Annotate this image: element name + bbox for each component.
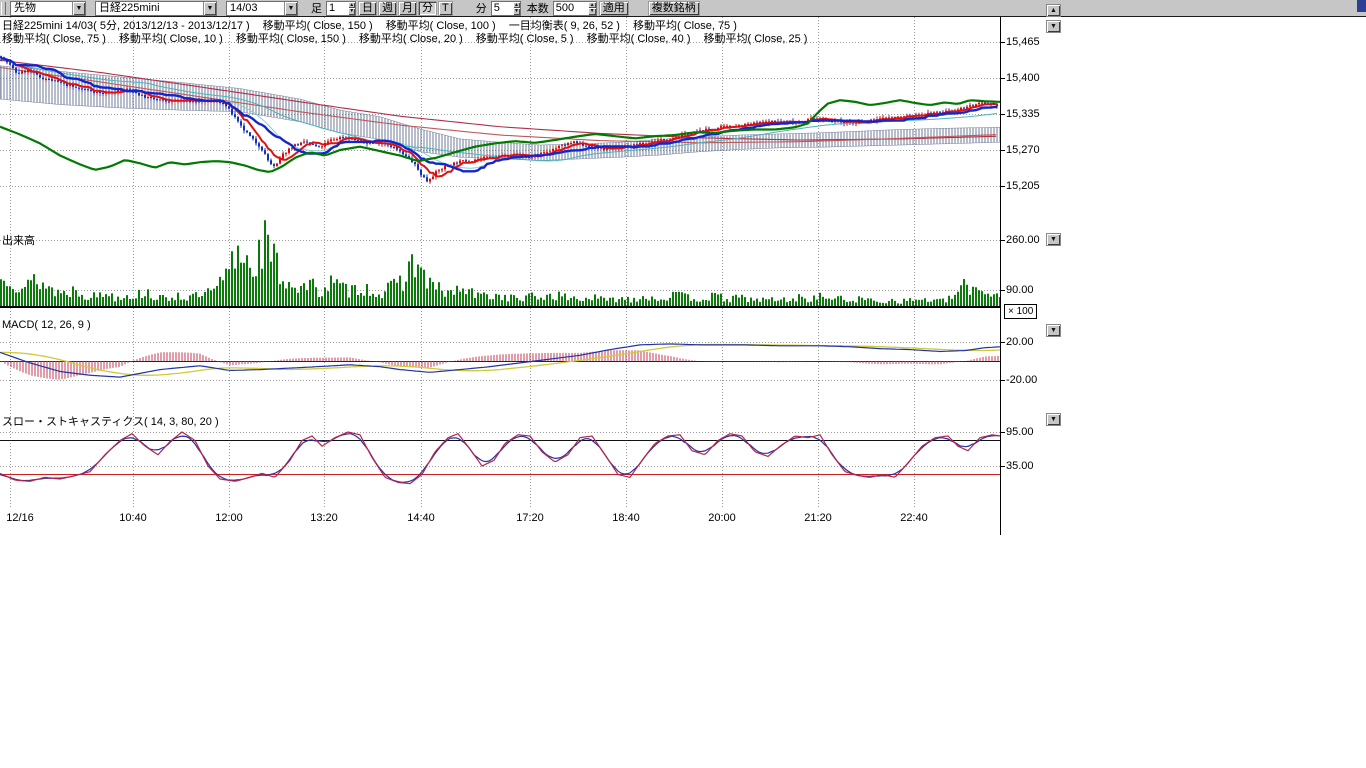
spin-up-icon[interactable]: ▲ <box>513 1 520 8</box>
instrument-type-value: 先物 <box>14 1 36 14</box>
legend-item: 移動平均( Close, 75 ) <box>2 33 106 45</box>
spinner: ▲ ▼ <box>348 1 355 15</box>
chevron-down-icon[interactable]: ▼ <box>203 1 216 15</box>
spin-down-icon[interactable]: ▼ <box>588 8 596 15</box>
chevron-down-icon: ▼ <box>1050 23 1057 30</box>
price-axis-label: 15,205 <box>1006 180 1040 192</box>
price-panel-menu-button[interactable]: ▼ <box>1046 20 1061 33</box>
legend-item: 移動平均( Close, 75 ) <box>632 20 737 32</box>
toolbar: 先物 ▼ 日経225mini ▼ 14/03 ▼ 足 ▲▼ 日 週 月 分 T … <box>0 0 1366 17</box>
bar-interval-stepper[interactable]: ▲▼ <box>326 0 356 16</box>
chevron-down-icon[interactable]: ▼ <box>72 1 85 15</box>
contract-month-value: 14/03 <box>230 1 258 14</box>
period-tick-button[interactable]: T <box>438 0 453 16</box>
legend-item: 移動平均( Close, 150 ) <box>262 20 373 32</box>
legend-item: 一目均衡表( 9, 26, 52 ) <box>508 20 620 32</box>
legend-item: 移動平均( Close, 20 ) <box>358 33 463 45</box>
bar-count-label: 本数 <box>526 3 549 15</box>
volume-multiplier-badge: × 100 <box>1004 304 1038 319</box>
legend-item: 日経225mini 14/03( 5分, 2013/12/13 - 2013/1… <box>2 20 250 32</box>
spinner: ▲ ▼ <box>513 1 520 15</box>
macd-axis-label: 20.00 <box>1006 336 1034 348</box>
period-month-button[interactable]: 月 <box>398 0 417 16</box>
legend-item: 移動平均( Close, 150 ) <box>235 33 346 45</box>
chevron-down-icon[interactable]: ▼ <box>284 1 297 15</box>
time-axis-label: 22:40 <box>900 512 928 524</box>
legend-item: 移動平均( Close, 40 ) <box>586 33 691 45</box>
price-axis-label: 15,465 <box>1006 36 1040 48</box>
time-axis-label: 14:40 <box>407 512 435 524</box>
period-day-button[interactable]: 日 <box>358 0 377 16</box>
scroll-up-button[interactable]: ▲ <box>1046 4 1061 17</box>
price-axis-label: 15,400 <box>1006 72 1040 84</box>
bar-count-input[interactable] <box>553 1 589 15</box>
macd-panel-label: MACD( 12, 26, 9 ) <box>2 319 91 331</box>
stochastics-panel-label: スロー・ストキャスティクス( 14, 3, 80, 20 ) <box>2 416 219 428</box>
stochastics-axis-label: 95.00 <box>1006 426 1034 438</box>
time-axis-label: 13:20 <box>310 512 338 524</box>
price-axis-label: 15,270 <box>1006 144 1040 156</box>
chevron-down-icon: ▼ <box>1050 416 1057 423</box>
period-minute-button[interactable]: 分 <box>418 0 437 16</box>
bar-count-stepper[interactable]: ▲▼ <box>552 0 597 16</box>
legend-item: 移動平均( Close, 100 ) <box>385 20 496 32</box>
stochastics-panel-menu-button[interactable]: ▼ <box>1046 413 1061 426</box>
minute-value-input[interactable] <box>491 1 514 15</box>
time-axis-label: 10:40 <box>119 512 147 524</box>
time-axis-label: 17:20 <box>516 512 544 524</box>
multi-symbol-button[interactable]: 複数銘柄 <box>647 0 700 16</box>
price-axis-label: 15,335 <box>1006 108 1040 120</box>
spin-up-icon[interactable]: ▲ <box>348 1 355 8</box>
spin-down-icon[interactable]: ▼ <box>348 8 355 15</box>
spin-down-icon[interactable]: ▼ <box>513 8 520 15</box>
symbol-value: 日経225mini <box>99 1 160 14</box>
volume-panel-label: 出来高 <box>2 235 35 247</box>
volume-axis-label: 260.00 <box>1006 234 1040 246</box>
legend-item: 移動平均( Close, 10 ) <box>118 33 223 45</box>
toolbar-grip[interactable] <box>1 1 6 15</box>
minute-mode-label: 分 <box>475 3 487 15</box>
time-axis-label: 18:40 <box>612 512 640 524</box>
time-axis-label: 12:00 <box>215 512 243 524</box>
bar-interval-input[interactable] <box>327 1 349 15</box>
chevron-down-icon: ▼ <box>1050 236 1057 243</box>
volume-panel-menu-button[interactable]: ▼ <box>1046 233 1061 246</box>
legend-item: 移動平均( Close, 25 ) <box>703 33 808 45</box>
stochastics-axis-label: 35.00 <box>1006 460 1034 472</box>
minute-value-stepper[interactable]: ▲▼ <box>490 0 521 16</box>
contract-month-select[interactable]: 14/03 ▼ <box>226 0 298 16</box>
legend-line-2: 移動平均( Close, 75 ) 移動平均( Close, 10 ) 移動平均( … <box>2 30 820 46</box>
window-corner <box>1357 0 1366 12</box>
spin-up-icon[interactable]: ▲ <box>588 1 596 8</box>
macd-panel-menu-button[interactable]: ▼ <box>1046 324 1061 337</box>
volume-axis-label: 90.00 <box>1006 284 1034 296</box>
period-week-button[interactable]: 週 <box>378 0 397 16</box>
legend-item: 移動平均( Close, 5 ) <box>475 33 574 45</box>
symbol-select[interactable]: 日経225mini ▼ <box>95 0 217 16</box>
triangle-up-icon: ▲ <box>1050 7 1057 14</box>
time-axis-label: 12/16 <box>6 512 34 524</box>
time-axis-label: 21:20 <box>804 512 832 524</box>
bar-type-label: 足 <box>311 3 322 15</box>
legend-line-1: 日経225mini 14/03( 5分, 2013/12/13 - 2013/1… <box>2 17 750 33</box>
apply-button[interactable]: 適用 <box>598 0 629 16</box>
spinner: ▲ ▼ <box>588 1 596 15</box>
macd-axis-label: -20.00 <box>1006 374 1038 386</box>
chevron-down-icon: ▼ <box>1050 327 1057 334</box>
time-axis-label: 20:00 <box>708 512 736 524</box>
instrument-type-select[interactable]: 先物 ▼ <box>10 0 86 16</box>
